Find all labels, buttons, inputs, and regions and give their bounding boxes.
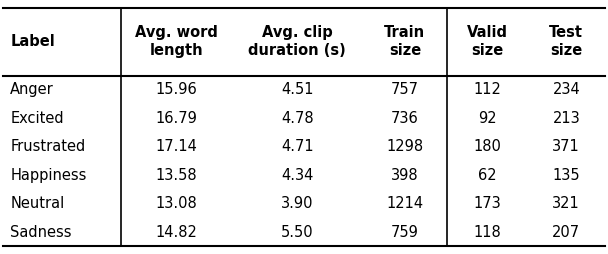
Text: Frustrated: Frustrated (10, 139, 86, 154)
Text: Valid
size: Valid size (467, 25, 508, 58)
Text: 16.79: 16.79 (155, 111, 197, 126)
Text: 62: 62 (478, 168, 497, 183)
Text: Sadness: Sadness (10, 225, 72, 240)
Text: 15.96: 15.96 (155, 82, 197, 97)
Text: 135: 135 (553, 168, 580, 183)
Text: 757: 757 (391, 82, 419, 97)
Text: 213: 213 (553, 111, 580, 126)
Text: 4.71: 4.71 (281, 139, 314, 154)
Text: 4.34: 4.34 (281, 168, 314, 183)
Text: Excited: Excited (10, 111, 64, 126)
Text: 180: 180 (474, 139, 501, 154)
Text: 92: 92 (478, 111, 497, 126)
Text: 4.51: 4.51 (281, 82, 314, 97)
Text: 207: 207 (552, 225, 581, 240)
Text: Happiness: Happiness (10, 168, 87, 183)
Text: 5.50: 5.50 (281, 225, 314, 240)
Text: 3.90: 3.90 (281, 196, 314, 211)
Text: Anger: Anger (10, 82, 54, 97)
Text: 118: 118 (474, 225, 501, 240)
Text: 1298: 1298 (386, 139, 423, 154)
Text: 736: 736 (391, 111, 419, 126)
Text: 17.14: 17.14 (155, 139, 197, 154)
Text: 14.82: 14.82 (155, 225, 197, 240)
Text: Test
size: Test size (549, 25, 583, 58)
Text: 112: 112 (474, 82, 501, 97)
Text: 1214: 1214 (386, 196, 423, 211)
Text: 173: 173 (474, 196, 501, 211)
Text: 4.78: 4.78 (281, 111, 314, 126)
Text: Train
size: Train size (384, 25, 426, 58)
Text: 759: 759 (391, 225, 419, 240)
Text: 234: 234 (553, 82, 580, 97)
Text: 321: 321 (553, 196, 580, 211)
Text: 398: 398 (391, 168, 419, 183)
Text: 13.58: 13.58 (156, 168, 197, 183)
Text: 13.08: 13.08 (155, 196, 197, 211)
Text: 371: 371 (553, 139, 580, 154)
Text: Neutral: Neutral (10, 196, 64, 211)
Text: Label: Label (10, 34, 55, 49)
Text: Avg. word
length: Avg. word length (135, 25, 218, 58)
Text: Avg. clip
duration (s): Avg. clip duration (s) (249, 25, 346, 58)
